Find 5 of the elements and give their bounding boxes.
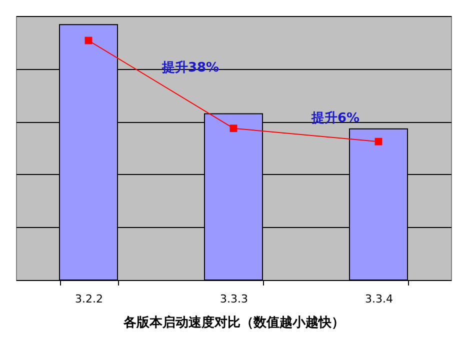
- x-tick-label: 3.2.2: [75, 292, 103, 306]
- x-axis-title: 各版本启动速度对比（数值越小越快）: [122, 314, 344, 330]
- annotation: 提升6%: [310, 110, 360, 126]
- x-tick-label: 3.3.4: [365, 292, 393, 306]
- x-tick-label: 3.3.3: [220, 292, 248, 306]
